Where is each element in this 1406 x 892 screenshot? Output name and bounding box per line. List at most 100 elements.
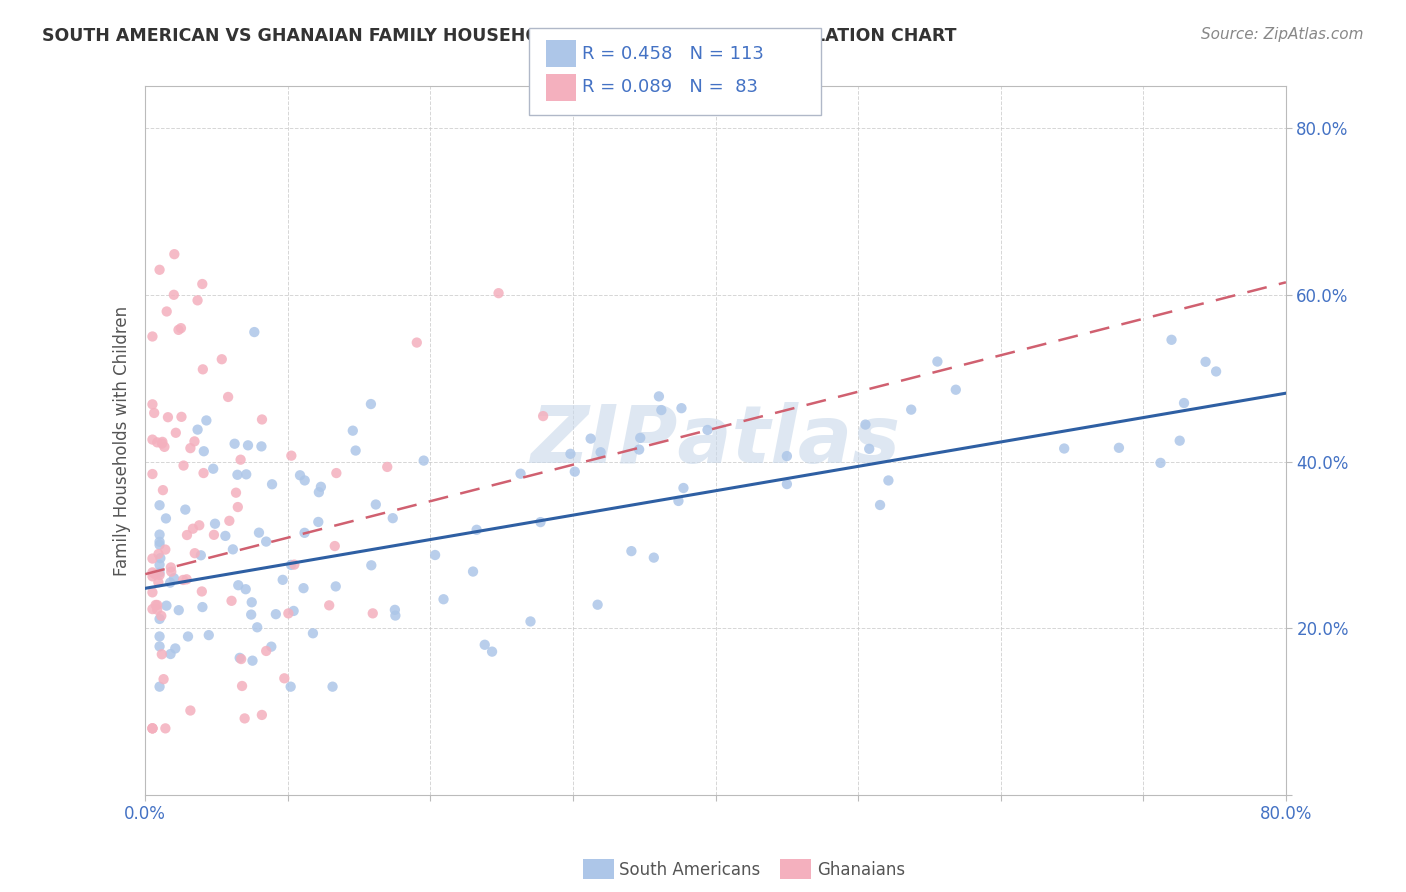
Point xyxy=(309,480,332,494)
Point xyxy=(945,383,967,397)
Text: Source: ZipAtlas.com: Source: ZipAtlas.com xyxy=(1201,27,1364,42)
Point xyxy=(671,401,693,416)
Point xyxy=(250,707,273,722)
Point xyxy=(302,626,325,640)
Point xyxy=(322,680,344,694)
Point xyxy=(159,647,181,661)
Point xyxy=(277,607,299,621)
Point xyxy=(228,651,250,665)
Point xyxy=(696,423,718,437)
Point xyxy=(148,527,170,541)
Point xyxy=(148,498,170,512)
Point xyxy=(176,572,198,586)
Point xyxy=(288,468,311,483)
Point xyxy=(202,528,225,542)
Point xyxy=(283,558,305,572)
Point xyxy=(869,498,891,512)
Point xyxy=(1194,355,1216,369)
Point xyxy=(1160,333,1182,347)
Point xyxy=(146,598,169,612)
Point xyxy=(179,441,201,455)
Point xyxy=(240,595,263,609)
Point xyxy=(250,412,273,426)
Point xyxy=(250,439,273,453)
Point xyxy=(148,534,170,549)
Point xyxy=(668,494,690,508)
Point xyxy=(271,573,294,587)
Point xyxy=(242,654,264,668)
Point xyxy=(156,410,179,425)
Point xyxy=(364,498,387,512)
Point xyxy=(361,607,384,621)
Point xyxy=(141,566,163,580)
Point xyxy=(226,500,249,514)
Point xyxy=(620,544,643,558)
Point xyxy=(643,550,665,565)
Point xyxy=(150,436,173,450)
Point xyxy=(225,485,247,500)
Point xyxy=(342,424,364,438)
Text: R = 0.458   N = 113: R = 0.458 N = 113 xyxy=(582,45,763,62)
Point xyxy=(384,608,406,623)
Point xyxy=(177,630,200,644)
Point xyxy=(221,594,243,608)
Point xyxy=(188,518,211,533)
Point xyxy=(280,558,302,572)
Point xyxy=(273,671,295,685)
Point xyxy=(855,417,877,432)
Point xyxy=(193,444,215,458)
Point xyxy=(211,352,233,367)
Point xyxy=(197,628,219,642)
Point xyxy=(1053,442,1076,456)
Point xyxy=(325,466,347,480)
Point xyxy=(672,481,695,495)
Point xyxy=(1168,434,1191,448)
Point xyxy=(235,582,257,597)
Point xyxy=(159,575,181,590)
Point xyxy=(155,542,177,557)
Point xyxy=(141,551,163,566)
Point xyxy=(474,638,496,652)
Point xyxy=(214,529,236,543)
Point xyxy=(461,565,484,579)
Point xyxy=(243,325,266,339)
Point xyxy=(187,293,209,308)
Point xyxy=(375,459,398,474)
Point xyxy=(280,680,302,694)
Point xyxy=(202,461,225,475)
Point xyxy=(152,483,174,497)
Point xyxy=(384,603,406,617)
Text: ZIP​atlas: ZIP​atlas xyxy=(530,401,901,480)
Point xyxy=(141,722,163,736)
Point xyxy=(1205,364,1227,378)
Point xyxy=(217,390,239,404)
Text: Ghanaians: Ghanaians xyxy=(817,861,905,879)
Point xyxy=(877,474,900,488)
Point xyxy=(628,442,651,457)
Point xyxy=(531,409,554,423)
Point xyxy=(579,432,602,446)
Point xyxy=(146,435,169,450)
Point xyxy=(222,542,245,557)
Y-axis label: Family Households with Children: Family Households with Children xyxy=(114,306,131,575)
Point xyxy=(236,438,259,452)
Point xyxy=(360,397,382,411)
Point xyxy=(173,458,195,473)
Point xyxy=(247,525,270,540)
Point xyxy=(193,466,215,480)
Point xyxy=(150,648,173,662)
Point xyxy=(360,558,382,573)
Point xyxy=(233,711,256,725)
Point xyxy=(260,477,283,491)
Point xyxy=(167,603,190,617)
Point xyxy=(254,644,277,658)
Point xyxy=(650,403,672,417)
Text: SOUTH AMERICAN VS GHANAIAN FAMILY HOUSEHOLDS WITH CHILDREN CORRELATION CHART: SOUTH AMERICAN VS GHANAIAN FAMILY HOUSEH… xyxy=(42,27,956,45)
Point xyxy=(344,443,367,458)
Point xyxy=(152,434,174,449)
Point xyxy=(141,602,163,616)
Point xyxy=(229,452,252,467)
Point xyxy=(381,511,404,525)
Point xyxy=(1149,456,1171,470)
Point xyxy=(423,548,446,562)
